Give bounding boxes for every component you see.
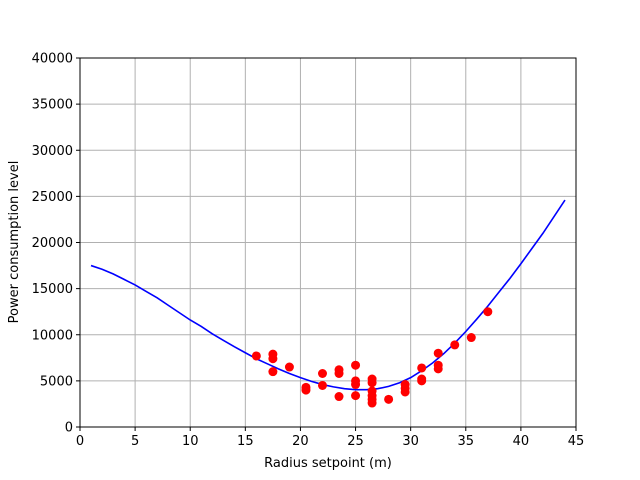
x-tick-label: 15 [237,434,254,449]
x-tick-label: 0 [76,434,84,449]
data-point [351,391,361,401]
data-point [367,398,377,408]
x-tick-label: 30 [402,434,419,449]
data-point [367,378,377,388]
x-tick-label: 20 [292,434,309,449]
y-tick-label: 40000 [32,52,73,67]
data-point [417,376,427,386]
data-point [268,367,278,377]
data-point [351,360,361,370]
x-tick-label: 35 [458,434,475,449]
y-axis-ticks: 0 5000 10000 15000 20000 25000 30000 35000 40000 [32,52,80,436]
data-point [450,340,460,350]
data-point [384,394,394,404]
data-point [284,362,294,372]
data-point [483,307,493,317]
x-tick-label: 5 [131,434,139,449]
data-point [433,364,443,374]
x-tick-label: 10 [182,434,199,449]
data-point [400,387,410,397]
x-tick-label: 40 [513,434,530,449]
y-tick-label: 0 [65,421,73,436]
y-tick-label: 10000 [32,328,73,343]
x-axis-label: Radius setpoint (m) [264,456,392,471]
data-points-layer [251,307,493,408]
y-tick-label: 25000 [32,190,73,205]
data-point [301,385,311,395]
data-point [466,333,476,343]
y-axis-label: Power consumption level [7,161,22,324]
y-tick-label: 35000 [32,98,73,113]
x-tick-label: 25 [347,434,364,449]
data-point [334,369,344,378]
y-tick-label: 15000 [32,282,73,297]
data-point [351,380,361,390]
data-point [317,380,327,390]
data-point [433,348,443,358]
x-axis-ticks: 0 5 10 15 20 25 30 35 40 45 [76,427,584,449]
data-point [268,354,278,364]
data-point [417,363,427,373]
x-tick-label: 45 [568,434,585,449]
y-tick-label: 30000 [32,144,73,159]
data-point [334,392,344,402]
data-point [251,351,261,361]
y-tick-label: 5000 [40,374,73,389]
y-tick-label: 20000 [32,236,73,251]
data-point [317,369,327,378]
